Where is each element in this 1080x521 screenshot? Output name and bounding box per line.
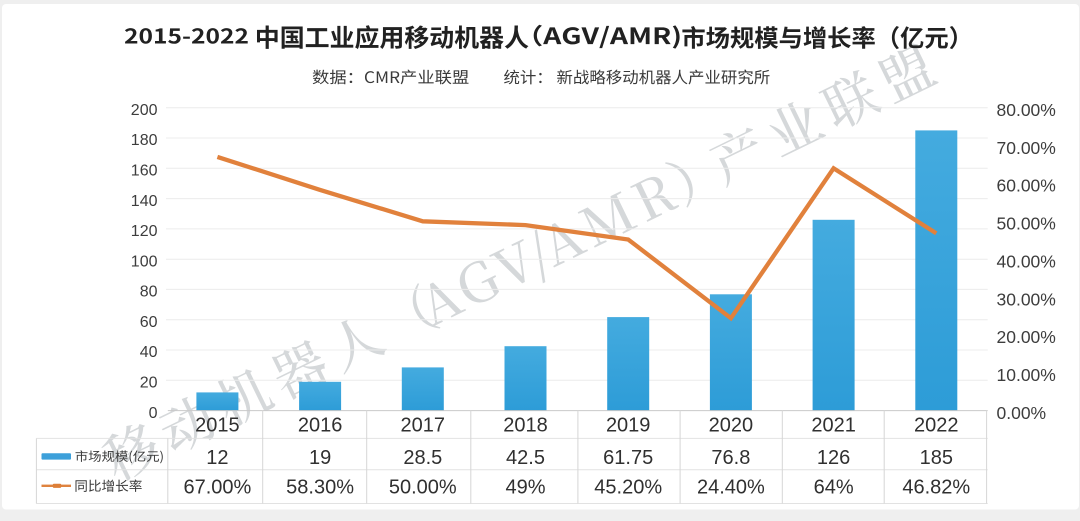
svg-text:2022: 2022 — [914, 415, 959, 437]
svg-text:10.00%: 10.00% — [997, 365, 1056, 385]
svg-text:2015: 2015 — [195, 415, 240, 437]
svg-text:46.82%: 46.82% — [902, 476, 970, 498]
svg-text:2017: 2017 — [401, 415, 446, 437]
svg-text:2021: 2021 — [811, 415, 856, 437]
svg-text:80: 80 — [140, 284, 158, 301]
svg-text:70.00%: 70.00% — [997, 138, 1056, 158]
svg-text:67.00%: 67.00% — [183, 476, 251, 498]
svg-text:0.00%: 0.00% — [997, 403, 1047, 423]
svg-text:100: 100 — [131, 253, 158, 270]
svg-text:60.00%: 60.00% — [997, 176, 1056, 196]
svg-text:40.00%: 40.00% — [997, 252, 1056, 272]
svg-text:2016: 2016 — [298, 415, 343, 437]
svg-text:28.5: 28.5 — [403, 447, 442, 469]
svg-text:60: 60 — [140, 314, 158, 331]
svg-text:40: 40 — [140, 344, 158, 361]
svg-text:80.00%: 80.00% — [997, 100, 1056, 120]
svg-text:58.30%: 58.30% — [286, 476, 354, 498]
svg-text:49%: 49% — [505, 476, 545, 498]
svg-text:2018: 2018 — [503, 415, 548, 437]
svg-text:19: 19 — [309, 447, 331, 469]
svg-text:20: 20 — [140, 375, 158, 392]
svg-text:24.40%: 24.40% — [697, 476, 765, 498]
svg-text:50.00%: 50.00% — [389, 476, 457, 498]
svg-text:30.00%: 30.00% — [997, 289, 1056, 309]
svg-text:185: 185 — [920, 447, 953, 469]
svg-text:2019: 2019 — [606, 415, 651, 437]
svg-text:140: 140 — [131, 193, 158, 210]
svg-text:200: 200 — [131, 102, 158, 119]
svg-text:50.00%: 50.00% — [997, 214, 1056, 234]
svg-text:76.8: 76.8 — [711, 447, 750, 469]
svg-text:64%: 64% — [814, 476, 854, 498]
svg-text:0: 0 — [149, 405, 158, 422]
svg-text:126: 126 — [817, 447, 850, 469]
svg-text:42.5: 42.5 — [506, 447, 545, 469]
svg-text:120: 120 — [131, 223, 158, 240]
svg-text:12: 12 — [206, 447, 228, 469]
svg-text:20.00%: 20.00% — [997, 327, 1056, 347]
svg-text:2020: 2020 — [709, 415, 754, 437]
svg-text:45.20%: 45.20% — [594, 476, 662, 498]
svg-text:61.75: 61.75 — [603, 447, 653, 469]
svg-text:180: 180 — [131, 132, 158, 149]
svg-text:160: 160 — [131, 163, 158, 180]
